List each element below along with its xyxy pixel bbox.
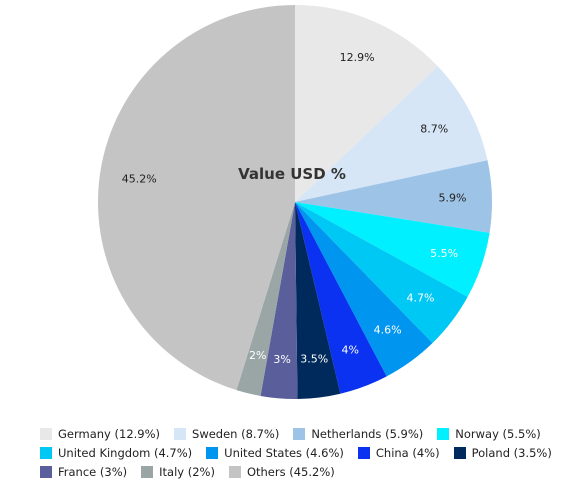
- legend-swatch: [437, 427, 450, 440]
- legend-label: Germany (12.9%): [58, 426, 161, 441]
- pie-slice-italy: [236, 202, 295, 396]
- legend-row: United Kingdom (4.7%) United States (4.6%…: [40, 443, 580, 462]
- pie-slice-france: [260, 202, 298, 399]
- pie-slice-united-states: [295, 202, 433, 377]
- legend-swatch: [453, 446, 466, 459]
- slice-label-germany: 12.9%: [340, 51, 375, 64]
- pie-slice-poland: [295, 202, 341, 399]
- legend-item-italy[interactable]: Italy (2%): [141, 465, 215, 479]
- legend-item-others[interactable]: Others (45.2%): [228, 464, 335, 479]
- legend-item-united-kingdom[interactable]: United Kingdom (4.7%): [40, 446, 192, 460]
- legend-label: United Kingdom (4.7%): [58, 445, 193, 460]
- legend-item-united-states[interactable]: United States (4.6%): [206, 446, 344, 460]
- legend-row: Germany (12.9%) Sweden (8.7%) Netherlands …: [40, 424, 580, 443]
- pie-slices: [98, 5, 493, 399]
- pie-chart: 12.9% 8.7% 5.9% 5.5% 4.7% 4.6% 4% 3.5% 3% 2% 45.2%…: [98, 5, 493, 399]
- legend-label: China (4%): [375, 445, 440, 460]
- slice-label-others: 45.2%: [122, 172, 157, 185]
- legend-item-france[interactable]: France (3%): [40, 465, 127, 479]
- legend-swatch: [174, 427, 187, 440]
- slice-label-united-states: 4.6%: [374, 324, 402, 337]
- pie-labels: 12.9% 8.7% 5.9% 5.5% 4.7% 4.6% 4% 3.5% 3% 2% 45.2%: [122, 51, 467, 366]
- legend-item-netherlands[interactable]: Netherlands (5.9%): [293, 427, 423, 441]
- slice-label-netherlands: 5.9%: [439, 192, 467, 205]
- slice-label-china: 4%: [342, 344, 359, 357]
- pie-slice-united-kingdom: [295, 202, 468, 344]
- legend-swatch: [293, 427, 306, 440]
- pie-slice-norway: [295, 202, 490, 297]
- legend-label: France (3%): [58, 464, 128, 479]
- legend-swatch: [357, 446, 370, 459]
- legend-row: France (3%) Italy (2%) Others (45.2%): [40, 462, 580, 481]
- chart-legend: Germany (12.9%) Sweden (8.7%) Netherlands …: [40, 424, 580, 481]
- legend-label: United States (4.6%): [224, 445, 344, 460]
- slice-label-sweden: 8.7%: [420, 122, 448, 135]
- slice-label-italy: 2%: [249, 349, 266, 362]
- legend-item-sweden[interactable]: Sweden (8.7%): [174, 427, 279, 441]
- legend-swatch: [228, 465, 241, 478]
- legend-label: Sweden (8.7%): [192, 426, 280, 441]
- legend-item-poland[interactable]: Poland (3.5%): [453, 445, 552, 460]
- legend-label: Poland (3.5%): [471, 445, 552, 460]
- legend-item-china[interactable]: China (4%): [357, 445, 440, 460]
- legend-label: Netherlands (5.9%): [311, 426, 424, 441]
- slice-label-norway: 5.5%: [430, 247, 458, 260]
- slice-label-united-kingdom: 4.7%: [406, 291, 434, 304]
- pie-slice-china: [295, 202, 387, 394]
- pie-slice-germany: [295, 5, 438, 202]
- pie-slice-sweden: [295, 66, 488, 202]
- legend-label: Others (45.2%): [246, 464, 335, 479]
- legend-swatch: [206, 446, 219, 459]
- chart-title: Value USD %: [238, 165, 346, 183]
- legend-label: Norway (5.5%): [455, 426, 541, 441]
- legend-item-germany[interactable]: Germany (12.9%): [40, 427, 160, 441]
- pie-slice-others: [98, 5, 295, 391]
- legend-swatch: [40, 446, 52, 459]
- legend-swatch: [40, 427, 52, 440]
- legend-item-norway[interactable]: Norway (5.5%): [437, 426, 541, 441]
- slice-label-france: 3%: [273, 353, 290, 366]
- legend-label: Italy (2%): [159, 464, 215, 479]
- slice-label-poland: 3.5%: [300, 352, 328, 365]
- pie-slice-netherlands: [295, 160, 493, 233]
- legend-swatch: [40, 465, 52, 478]
- legend-swatch: [141, 465, 154, 478]
